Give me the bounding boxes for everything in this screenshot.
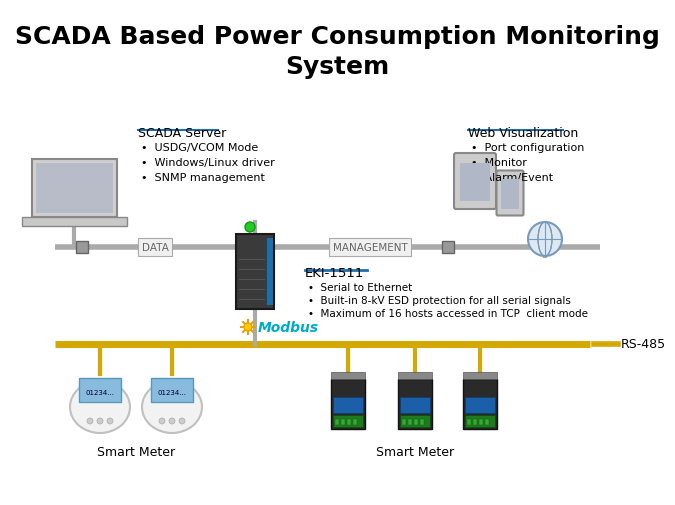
Text: Web Visualization: Web Visualization xyxy=(468,127,578,140)
FancyBboxPatch shape xyxy=(333,415,363,427)
Bar xyxy=(249,241,261,254)
FancyBboxPatch shape xyxy=(22,218,127,227)
Text: •  Alarm/Event: • Alarm/Event xyxy=(471,173,553,183)
Text: 01234...: 01234... xyxy=(157,389,186,395)
FancyBboxPatch shape xyxy=(460,164,490,201)
Circle shape xyxy=(244,323,252,331)
FancyBboxPatch shape xyxy=(32,160,117,218)
FancyBboxPatch shape xyxy=(400,415,430,427)
FancyBboxPatch shape xyxy=(454,154,496,210)
Bar xyxy=(353,419,357,425)
FancyBboxPatch shape xyxy=(333,397,363,413)
Bar xyxy=(442,241,454,254)
FancyBboxPatch shape xyxy=(236,234,274,310)
FancyBboxPatch shape xyxy=(497,171,524,216)
Bar xyxy=(76,241,88,254)
Circle shape xyxy=(107,418,113,424)
Circle shape xyxy=(169,418,175,424)
Bar xyxy=(420,419,424,425)
Bar xyxy=(341,419,345,425)
Bar xyxy=(467,419,471,425)
FancyBboxPatch shape xyxy=(331,379,365,429)
FancyBboxPatch shape xyxy=(331,372,365,379)
Circle shape xyxy=(97,418,103,424)
FancyBboxPatch shape xyxy=(501,180,519,210)
Circle shape xyxy=(159,418,165,424)
FancyBboxPatch shape xyxy=(79,378,121,402)
Text: •  Port configuration: • Port configuration xyxy=(471,143,585,153)
Circle shape xyxy=(87,418,93,424)
Text: •  Built-in 8-kV ESD protection for all serial signals: • Built-in 8-kV ESD protection for all s… xyxy=(308,295,571,306)
Text: Smart Meter: Smart Meter xyxy=(97,445,175,458)
Bar xyxy=(335,419,339,425)
FancyBboxPatch shape xyxy=(400,397,430,413)
Text: MANAGEMENT: MANAGEMENT xyxy=(333,242,408,252)
FancyBboxPatch shape xyxy=(151,378,193,402)
Ellipse shape xyxy=(142,381,202,433)
FancyBboxPatch shape xyxy=(36,164,113,214)
Text: SCADA Server: SCADA Server xyxy=(138,127,226,140)
Text: RS-485: RS-485 xyxy=(621,338,666,351)
Bar xyxy=(402,419,406,425)
FancyBboxPatch shape xyxy=(465,415,495,427)
Circle shape xyxy=(179,418,185,424)
Bar xyxy=(408,419,412,425)
Text: 01234...: 01234... xyxy=(86,389,115,395)
Text: •  Monitor: • Monitor xyxy=(471,158,527,168)
Text: •  USDG/VCOM Mode: • USDG/VCOM Mode xyxy=(141,143,259,153)
FancyBboxPatch shape xyxy=(463,372,497,379)
Text: •  SNMP management: • SNMP management xyxy=(141,173,265,183)
Ellipse shape xyxy=(70,381,130,433)
Text: Modbus: Modbus xyxy=(258,320,319,334)
Text: Smart Meter: Smart Meter xyxy=(376,445,454,458)
Bar xyxy=(473,419,477,425)
Circle shape xyxy=(528,223,562,257)
FancyBboxPatch shape xyxy=(267,238,273,306)
Bar xyxy=(485,419,489,425)
Text: EKI-1511: EKI-1511 xyxy=(305,267,365,279)
FancyBboxPatch shape xyxy=(398,379,432,429)
FancyBboxPatch shape xyxy=(398,372,432,379)
FancyBboxPatch shape xyxy=(463,379,497,429)
Text: SCADA Based Power Consumption Monitoring
System: SCADA Based Power Consumption Monitoring… xyxy=(15,25,659,79)
FancyBboxPatch shape xyxy=(465,397,495,413)
Text: •  Serial to Ethernet: • Serial to Ethernet xyxy=(308,282,412,292)
Text: DATA: DATA xyxy=(142,242,169,252)
Bar xyxy=(347,419,351,425)
Bar xyxy=(414,419,418,425)
Text: •  Windows/Linux driver: • Windows/Linux driver xyxy=(141,158,275,168)
Circle shape xyxy=(245,223,255,232)
Bar xyxy=(479,419,483,425)
Text: •  Maximum of 16 hosts accessed in TCP  client mode: • Maximum of 16 hosts accessed in TCP cl… xyxy=(308,309,588,318)
